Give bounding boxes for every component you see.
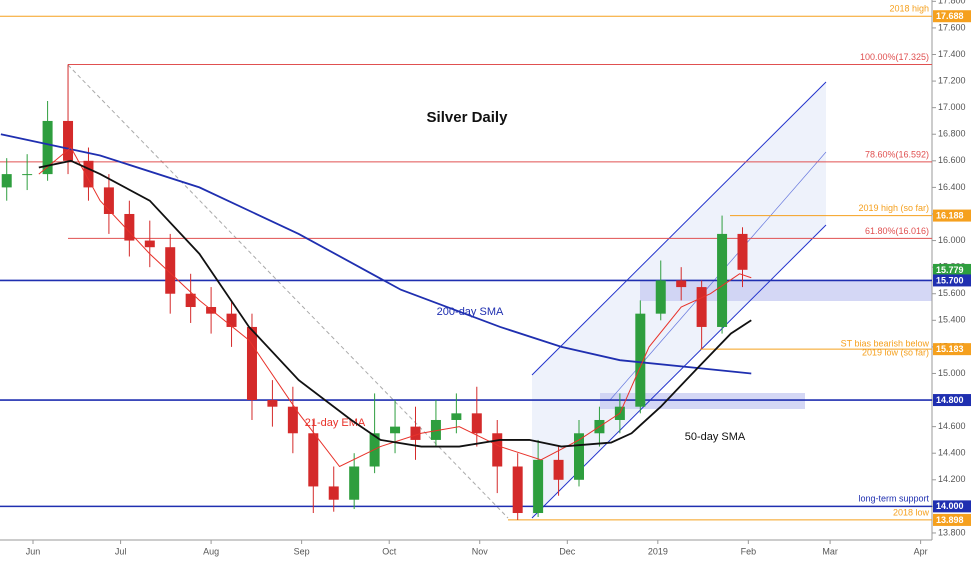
candle-body: [328, 486, 339, 500]
level-name: 2018 low: [893, 507, 930, 517]
y-tick-label: 17.000: [938, 102, 966, 112]
y-tick-label: 17.800: [938, 0, 966, 6]
candle-body: [737, 233, 748, 270]
level-name: 100.00%(17.325): [860, 52, 929, 62]
price-tag-label: 15.183: [936, 344, 964, 354]
level-name: 2019 high (so far): [858, 203, 929, 213]
y-tick-label: 15.000: [938, 368, 966, 378]
price-tag-label: 16.188: [936, 210, 964, 220]
candle-body: [390, 426, 401, 434]
candle-body: [492, 433, 503, 467]
price-tag-label: 14.000: [936, 501, 964, 511]
x-tick-label: Oct: [382, 546, 397, 556]
candle-body: [676, 280, 687, 288]
x-tick-label: Sep: [294, 546, 310, 556]
candle-body: [512, 466, 523, 514]
ma-line: [0, 133, 752, 375]
candle-body: [42, 120, 53, 175]
y-tick-label: 14.600: [938, 421, 966, 431]
chart-title: Silver Daily: [427, 109, 509, 126]
price-tag: [933, 500, 971, 513]
price-tag-label: 13.898: [936, 515, 964, 525]
y-tick-label: 15.600: [938, 288, 966, 298]
y-tick-label: 17.600: [938, 22, 966, 32]
fib-line: [67, 64, 509, 519]
candle-body: [410, 426, 421, 440]
candle-body: [267, 400, 278, 407]
price-tag: [933, 274, 971, 287]
candle-body: [165, 247, 176, 294]
candle-body: [533, 459, 544, 514]
candle-body: [349, 466, 360, 500]
x-tick-label: 2019: [648, 546, 668, 556]
candle-body: [553, 459, 564, 480]
candle-body: [226, 313, 237, 327]
candle-body: [103, 187, 114, 214]
x-tick-label: Feb: [741, 546, 757, 556]
y-tick-label: 13.800: [938, 527, 966, 537]
candle-body: [430, 419, 441, 440]
candle-body: [83, 160, 94, 188]
candle-body: [246, 326, 257, 401]
candle-body: [717, 233, 728, 327]
candle-body: [635, 313, 646, 407]
y-tick-label: 17.400: [938, 49, 966, 59]
y-tick-label: 14.400: [938, 448, 966, 458]
level-name: 2019 low (so far): [862, 348, 929, 358]
x-tick-label: Nov: [472, 546, 489, 556]
support-zone: [640, 281, 932, 301]
candle-body: [451, 413, 462, 420]
y-tick-label: 17.200: [938, 75, 966, 85]
candle-body: [308, 433, 319, 487]
candle-body: [573, 433, 584, 480]
x-tick-label: Aug: [203, 546, 219, 556]
y-tick-label: 16.400: [938, 182, 966, 192]
x-tick-label: Jul: [115, 546, 127, 556]
price-tag-label: 15.779: [936, 265, 964, 275]
candle-body: [655, 280, 666, 314]
candle-body: [287, 406, 298, 434]
price-tag: [933, 513, 971, 526]
price-tag: [933, 394, 971, 407]
y-tick-label: 14.200: [938, 474, 966, 484]
candle-body: [696, 287, 707, 327]
price-tag: [933, 263, 971, 276]
x-tick-label: Apr: [914, 546, 928, 556]
ma-label: 50-day SMA: [685, 431, 746, 443]
channel-line: [531, 81, 827, 376]
ma-label: 200-day SMA: [437, 306, 504, 318]
x-tick-label: Mar: [822, 546, 838, 556]
price-tag-label: 15.700: [936, 275, 964, 285]
price-tag: [933, 343, 971, 356]
candle-body: [22, 174, 33, 176]
candle-body: [63, 120, 74, 161]
price-tag: [933, 209, 971, 222]
candle-body: [144, 240, 155, 248]
level-name: 2018 high: [889, 4, 929, 14]
y-tick-label: 16.000: [938, 235, 966, 245]
ma-line: [38, 159, 752, 448]
x-tick-label: Dec: [559, 546, 576, 556]
candle-body: [124, 213, 135, 241]
level-name: 61.80%(16.016): [865, 226, 929, 236]
candle-body: [1, 174, 12, 188]
level-name: 78.60%(16.592): [865, 149, 929, 159]
price-tag-label: 17.688: [936, 11, 964, 21]
support-zone: [600, 393, 805, 409]
price-tag-label: 14.800: [936, 395, 964, 405]
level-name: long-term support: [858, 494, 929, 504]
price-tag: [933, 10, 971, 23]
y-tick-label: 16.800: [938, 129, 966, 139]
y-tick-label: 16.600: [938, 155, 966, 165]
candle-body: [185, 293, 196, 308]
y-tick-label: 15.400: [938, 315, 966, 325]
x-tick-label: Jun: [26, 546, 41, 556]
ma-line: [38, 146, 752, 468]
candle-body: [471, 413, 482, 434]
level-name: ST bias bearish below: [841, 339, 930, 349]
